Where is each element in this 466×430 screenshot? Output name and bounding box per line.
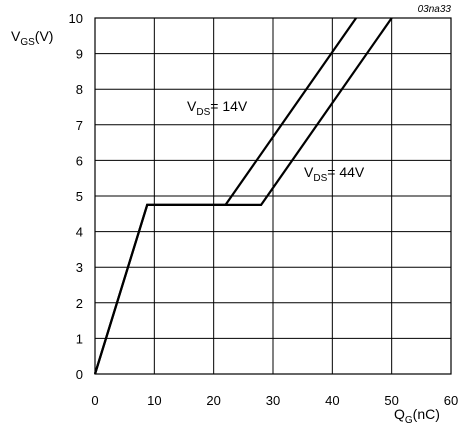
y-tick-label-1: 1 <box>76 331 83 346</box>
y-tick-label-0: 0 <box>76 367 83 382</box>
series-label-vds-44v: VDS= 44V <box>304 164 365 184</box>
series-lines <box>93 17 393 375</box>
y-tick-label-9: 9 <box>76 47 83 62</box>
y-tick-label-3: 3 <box>76 260 83 275</box>
y-axis-label: VGS(V) <box>11 28 53 48</box>
plot-frame <box>94 17 452 375</box>
y-tick-label-4: 4 <box>76 225 83 240</box>
y-tick-label-5: 5 <box>76 189 83 204</box>
figure-code: 03na33 <box>418 4 452 15</box>
x-axis-label: QG(nC) <box>394 406 440 426</box>
grid <box>94 17 452 375</box>
y-tick-label-7: 7 <box>76 118 83 133</box>
x-tick-label-0: 0 <box>91 393 98 408</box>
y-tick-labels: 0 1 2 3 4 5 6 7 8 9 10 <box>69 11 83 382</box>
y-tick-label-8: 8 <box>76 82 83 97</box>
series-line-1 <box>93 17 393 375</box>
y-tick-label-2: 2 <box>76 296 83 311</box>
x-tick-label-20: 20 <box>206 393 220 408</box>
x-tick-label-30: 30 <box>266 393 280 408</box>
series-label-vds-14v: VDS= 14V <box>187 98 248 118</box>
x-tick-label-60: 60 <box>444 393 458 408</box>
x-tick-label-40: 40 <box>325 393 339 408</box>
y-tick-label-6: 6 <box>76 153 83 168</box>
x-tick-labels: 0 10 20 30 40 50 60 <box>91 393 458 408</box>
x-tick-label-50: 50 <box>384 393 398 408</box>
x-tick-label-10: 10 <box>147 393 161 408</box>
y-tick-label-10: 10 <box>69 11 83 26</box>
